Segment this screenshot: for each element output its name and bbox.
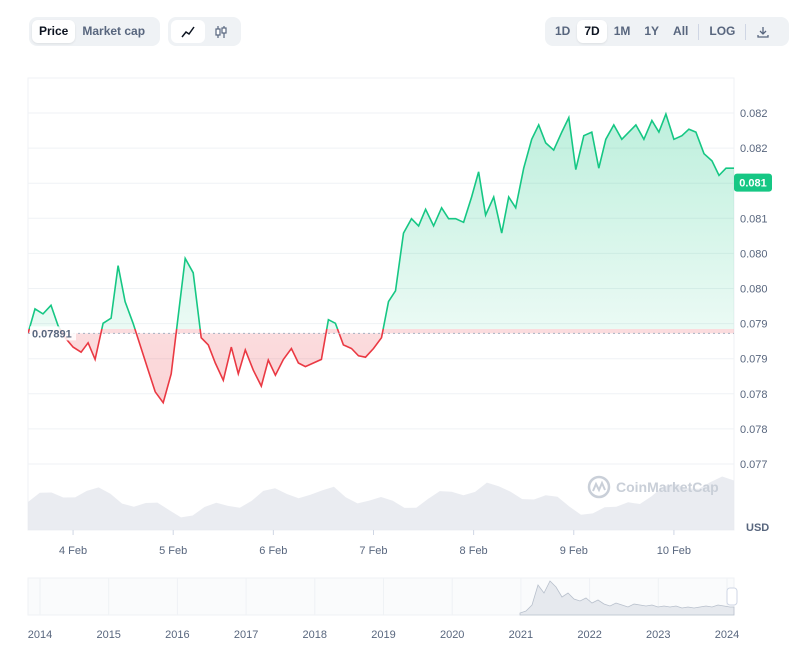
x-tick-label: 8 Feb <box>460 545 488 557</box>
volume-area <box>28 476 734 530</box>
currency-label: USD <box>746 522 769 534</box>
range-1y-button[interactable]: 1Y <box>644 24 660 38</box>
range-1d-button[interactable]: 1D <box>555 24 571 38</box>
candlestick-icon[interactable] <box>205 20 239 43</box>
y-tick-label: 0.079 <box>740 354 768 366</box>
range-toolbar: 1D 7D 1M 1Y All LOG <box>545 17 789 46</box>
badge-text: 0.081 <box>739 178 767 190</box>
navigator-year-label: 2014 <box>28 629 52 641</box>
price-lines <box>28 111 734 405</box>
download-icon <box>757 26 770 38</box>
navigator-year-label: 2021 <box>509 629 533 641</box>
watermark-text: CoinMarketCap <box>616 479 719 495</box>
coinmarketcap-logo-mark <box>592 480 606 493</box>
y-tick-label: 0.082 <box>740 143 768 155</box>
toolbar-divider <box>745 23 747 40</box>
y-tick-label: 0.078 <box>740 389 768 401</box>
range-7d-button[interactable]: 7D <box>577 20 607 43</box>
navigator-year-label: 2016 <box>165 629 189 641</box>
price-marketcap-toggle: Price Market cap <box>29 17 160 46</box>
navigator-year-label: 2015 <box>96 629 120 641</box>
x-tick-label: 5 Feb <box>159 545 187 557</box>
log-scale-button[interactable]: LOG <box>709 24 736 38</box>
tab-market-cap[interactable]: Market cap <box>82 24 146 38</box>
coinmarketcap-watermark: CoinMarketCap <box>587 475 719 499</box>
navigator-year-label: 2022 <box>577 629 601 641</box>
price-line-down <box>28 329 385 405</box>
x-axis: 4 Feb 5 Feb 6 Feb 7 Feb 8 Feb 9 Feb 10 Feb <box>59 530 691 557</box>
y-tick-label: 0.080 <box>740 248 768 260</box>
toolbar-divider <box>698 23 700 40</box>
navigator-year-label: 2019 <box>371 629 395 641</box>
y-tick-label: 0.082 <box>740 108 768 120</box>
area-above-reference <box>29 114 734 329</box>
navigator-year-label: 2020 <box>440 629 464 641</box>
badge-bg <box>734 173 772 192</box>
navigator-year-label: 2023 <box>646 629 670 641</box>
line-chart-icon[interactable] <box>171 20 205 43</box>
reference-line: 0.07891 <box>28 326 734 341</box>
x-tick-label: 4 Feb <box>59 545 87 557</box>
y-tick-label: 0.079 <box>740 319 768 331</box>
range-1m-button[interactable]: 1M <box>613 24 631 38</box>
y-tick-label: 0.077 <box>740 459 768 471</box>
y-tick-label: 0.078 <box>740 424 768 436</box>
chart-type-toggle <box>168 17 241 46</box>
x-tick-label: 7 Feb <box>359 545 387 557</box>
navigator-history-shape <box>519 580 735 616</box>
y-tick-label: 0.081 <box>740 213 768 225</box>
navigator-year-label: 2018 <box>303 629 327 641</box>
navigator-year-label: 2024 <box>715 629 739 641</box>
price-line-up <box>28 111 734 329</box>
x-tick-label: 9 Feb <box>560 545 588 557</box>
tab-price[interactable]: Price <box>32 20 76 43</box>
range-all-button[interactable]: All <box>673 24 689 38</box>
x-tick-label: 6 Feb <box>259 545 287 557</box>
coinmarketcap-logo-icon <box>587 475 611 499</box>
reference-price-label: 0.07891 <box>32 328 72 340</box>
y-tick-label: 0.080 <box>740 284 768 296</box>
volume-shape <box>28 476 734 530</box>
y-axis: 0.082 0.082 0.081 0.081 0.080 0.080 0.079 0.079… <box>740 108 768 471</box>
current-price-badge: 0.081 <box>734 173 772 192</box>
reference-label-bg <box>30 326 76 341</box>
navigator: 2014 2015 2016 2017 2018 2019 2020 2021 2022 2023… <box>27 577 739 641</box>
price-area <box>28 114 734 403</box>
download-button[interactable] <box>749 20 777 43</box>
navigator-year-label: 2017 <box>234 629 258 641</box>
navigator-handle <box>726 587 738 606</box>
x-tick-label: 10 Feb <box>657 545 691 557</box>
area-below-reference <box>28 329 734 403</box>
